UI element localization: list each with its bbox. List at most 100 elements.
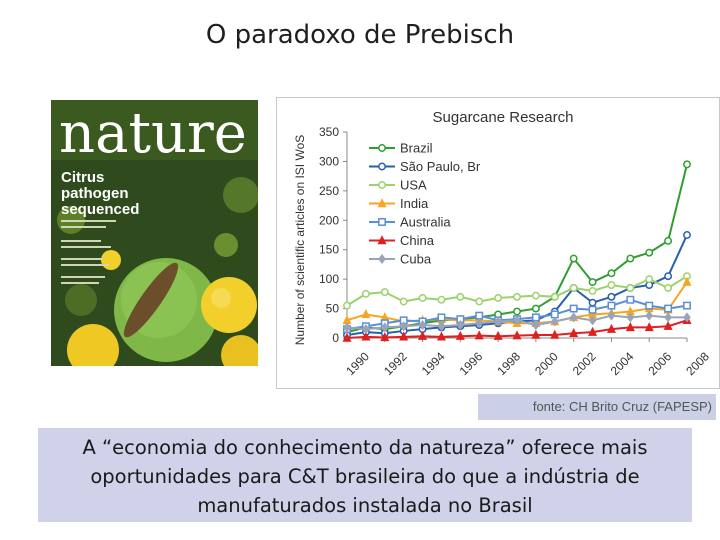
data-point bbox=[474, 330, 484, 340]
legend-label: Cuba bbox=[400, 252, 432, 267]
legend-swatch-marker bbox=[378, 181, 386, 189]
data-point bbox=[512, 330, 522, 340]
data-point bbox=[607, 310, 616, 321]
legend-swatch-marker bbox=[377, 198, 387, 208]
data-point bbox=[569, 304, 578, 313]
data-point bbox=[513, 292, 521, 301]
data-point bbox=[588, 278, 597, 287]
conclusion-text: A “economia do conhecimento da natureza”… bbox=[38, 428, 692, 522]
data-point bbox=[664, 312, 672, 323]
data-point bbox=[494, 294, 503, 302]
data-point bbox=[437, 295, 446, 304]
data-point bbox=[588, 286, 597, 295]
x-tick-label: 2008 bbox=[683, 349, 712, 378]
y-tick-label: 200 bbox=[319, 213, 339, 227]
data-point bbox=[569, 312, 578, 323]
data-point bbox=[682, 276, 692, 286]
data-point bbox=[513, 315, 521, 326]
data-point bbox=[399, 321, 408, 332]
data-point bbox=[380, 322, 389, 333]
data-point bbox=[343, 322, 351, 333]
data-point bbox=[456, 292, 465, 301]
data-point bbox=[361, 309, 371, 319]
x-tick-label: 2006 bbox=[645, 349, 674, 378]
data-point bbox=[569, 254, 578, 263]
legend-label: China bbox=[400, 233, 435, 248]
data-point bbox=[475, 311, 484, 320]
x-tick-label: 2002 bbox=[570, 349, 599, 378]
x-tick-label: 1996 bbox=[457, 349, 486, 378]
data-point bbox=[588, 305, 597, 314]
data-point bbox=[663, 320, 673, 330]
data-point bbox=[342, 332, 352, 342]
data-point bbox=[550, 292, 559, 301]
data-point bbox=[456, 320, 465, 331]
data-point bbox=[607, 281, 616, 289]
data-point bbox=[626, 295, 635, 304]
data-point bbox=[683, 160, 691, 169]
legend-entry: Brazil bbox=[369, 141, 433, 156]
data-point bbox=[380, 288, 389, 297]
legend-swatch-marker bbox=[378, 162, 386, 171]
legend-entry: Australia bbox=[369, 215, 451, 230]
data-point bbox=[588, 298, 597, 307]
legend-label: USA bbox=[400, 178, 427, 193]
series-5 bbox=[342, 315, 692, 342]
data-point bbox=[531, 329, 541, 339]
data-point bbox=[437, 313, 446, 322]
x-tick-label: 2000 bbox=[532, 349, 561, 378]
data-point bbox=[606, 323, 616, 333]
legend-entry: São Paulo, Br bbox=[369, 159, 481, 174]
data-point bbox=[645, 275, 654, 284]
y-tick-label: 300 bbox=[319, 154, 339, 168]
data-point bbox=[418, 330, 428, 340]
data-point bbox=[418, 320, 427, 331]
data-point bbox=[399, 297, 408, 306]
legend-swatch-marker bbox=[377, 235, 387, 245]
data-point bbox=[664, 236, 673, 245]
data-point bbox=[550, 316, 559, 327]
data-point bbox=[475, 318, 484, 329]
y-tick-label: 150 bbox=[319, 243, 339, 257]
y-tick-label: 0 bbox=[332, 331, 339, 345]
data-point bbox=[569, 284, 578, 292]
data-point bbox=[455, 330, 465, 340]
source-caption: fonte: CH Brito Cruz (FAPESP) bbox=[478, 394, 716, 420]
data-point bbox=[644, 322, 654, 332]
legend-entry: India bbox=[369, 196, 429, 211]
data-point bbox=[550, 329, 560, 339]
cover-illustration: nature Citrus pathogen sequenced bbox=[51, 100, 258, 366]
data-point bbox=[607, 269, 616, 278]
data-point bbox=[437, 321, 446, 332]
data-point bbox=[664, 272, 673, 281]
nature-cover-image: nature Citrus pathogen sequenced bbox=[51, 100, 258, 366]
y-tick-label: 350 bbox=[319, 125, 339, 139]
cover-headline-3: sequenced bbox=[61, 201, 139, 218]
data-point bbox=[607, 292, 616, 301]
chart-svg: Sugarcane Research Number of scientific … bbox=[293, 109, 712, 378]
data-point bbox=[683, 312, 691, 323]
slide-title: O paradoxo de Prebisch bbox=[205, 20, 515, 50]
data-point bbox=[418, 294, 427, 302]
y-tick-label: 100 bbox=[319, 272, 339, 286]
legend-label: Brazil bbox=[400, 141, 433, 156]
x-tick-label: 1992 bbox=[381, 349, 410, 378]
y-tick-label: 250 bbox=[319, 184, 339, 198]
data-point bbox=[645, 310, 654, 321]
data-point bbox=[399, 331, 409, 341]
data-point bbox=[683, 301, 691, 310]
cover-masthead: nature bbox=[59, 101, 247, 166]
data-point bbox=[531, 304, 540, 313]
data-point bbox=[607, 301, 616, 310]
cover-headline-1: Citrus bbox=[61, 169, 104, 186]
data-point bbox=[513, 307, 521, 316]
data-point bbox=[531, 313, 540, 322]
legend-label: India bbox=[400, 196, 429, 211]
data-point bbox=[588, 326, 598, 336]
legend-swatch-marker bbox=[378, 218, 386, 226]
x-tick-label: 2004 bbox=[608, 349, 637, 378]
series-6 bbox=[343, 310, 691, 335]
legend-swatch-marker bbox=[378, 253, 386, 265]
data-point bbox=[625, 322, 635, 332]
x-tick-label: 1990 bbox=[343, 349, 372, 378]
